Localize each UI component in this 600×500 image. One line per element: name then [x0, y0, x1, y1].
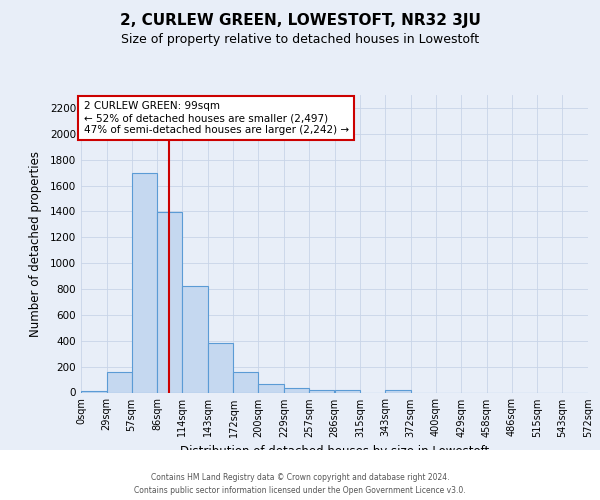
X-axis label: Distribution of detached houses by size in Lowestoft: Distribution of detached houses by size …: [180, 445, 489, 458]
Bar: [81, 391, 107, 392]
Bar: [131, 172, 157, 392]
Text: Contains HM Land Registry data © Crown copyright and database right 2024.: Contains HM Land Registry data © Crown c…: [151, 472, 449, 482]
Text: Size of property relative to detached houses in Lowestoft: Size of property relative to detached ho…: [121, 32, 479, 46]
Bar: [335, 390, 360, 392]
Bar: [258, 384, 284, 392]
Text: 2, CURLEW GREEN, LOWESTOFT, NR32 3JU: 2, CURLEW GREEN, LOWESTOFT, NR32 3JU: [119, 12, 481, 28]
Text: Contains public sector information licensed under the Open Government Licence v3: Contains public sector information licen…: [134, 486, 466, 495]
Bar: [233, 372, 258, 392]
Bar: [284, 388, 309, 392]
Bar: [107, 372, 131, 392]
Bar: [309, 390, 335, 392]
Bar: [157, 212, 182, 392]
Bar: [208, 342, 233, 392]
Bar: [385, 390, 411, 392]
Text: 2 CURLEW GREEN: 99sqm
← 52% of detached houses are smaller (2,497)
47% of semi-d: 2 CURLEW GREEN: 99sqm ← 52% of detached …: [83, 102, 349, 134]
Y-axis label: Number of detached properties: Number of detached properties: [29, 151, 41, 337]
Bar: [182, 286, 208, 393]
